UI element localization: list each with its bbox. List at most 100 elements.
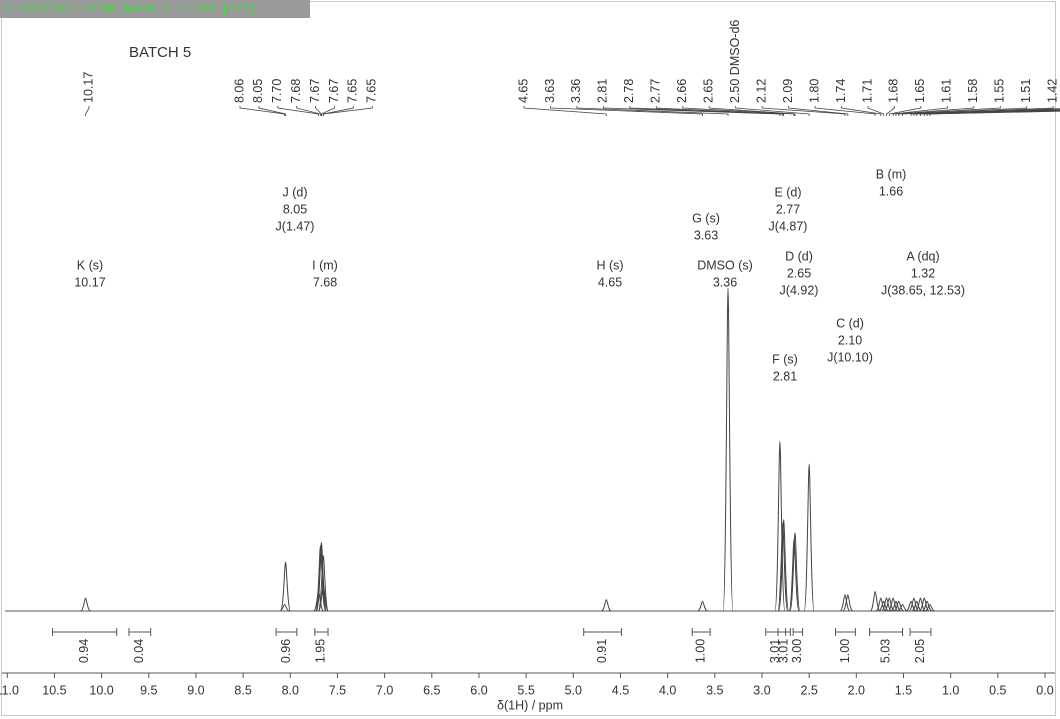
peak-label: 2.50 DMSO-d6 (728, 20, 742, 103)
x-tick-label: 6.0 (470, 683, 487, 697)
multiplet-label: J(1.47) (276, 219, 315, 233)
peak-label: 7.67 (327, 79, 341, 103)
peak-label: 1.58 (966, 79, 980, 103)
integral-label: 0.94 (77, 639, 91, 663)
x-tick-label: 1.5 (895, 683, 912, 697)
peak-connector (761, 106, 846, 116)
peak (279, 603, 290, 612)
x-tick-label: 7.0 (376, 683, 393, 697)
file-label: c:\047700\D-47700 Batch 5 1H.JPG [7/7] (4, 4, 255, 16)
peak (788, 538, 800, 612)
peak-connector (629, 106, 784, 116)
peak-connector (888, 106, 922, 116)
peak-connector (913, 108, 1060, 116)
peak (80, 597, 91, 612)
peak-connector (898, 106, 1001, 116)
peak (774, 440, 786, 612)
peak (919, 597, 930, 612)
peak (924, 603, 936, 612)
peak (803, 463, 815, 612)
peak-connector (929, 110, 1060, 116)
peak (911, 600, 922, 612)
x-tick-label: 9.0 (187, 683, 204, 697)
peak-connector (902, 106, 1028, 116)
x-tick-label: 6.5 (423, 683, 440, 697)
peak (915, 597, 926, 612)
integral-bracket (583, 628, 622, 636)
peak-connector (886, 106, 895, 116)
peak-connector (258, 106, 286, 116)
peak-label: 3.63 (543, 79, 557, 103)
x-tick-label: 0.0 (1036, 683, 1053, 697)
peak (601, 599, 612, 612)
peak-connector (277, 106, 319, 116)
x-tick-label: 10.0 (89, 683, 113, 697)
integral-bracket (314, 628, 329, 636)
peak-connector (916, 109, 1060, 116)
integral-label: 0.96 (279, 639, 293, 663)
peak-label: 3.36 (569, 79, 583, 103)
peak-label: 2.77 (649, 79, 663, 103)
peak (897, 603, 908, 612)
multiplet-label: H (s) (596, 258, 623, 272)
multiplet-label: 10.17 (74, 275, 105, 289)
integral-bracket (835, 628, 856, 636)
x-tick-label: 3.5 (706, 683, 723, 697)
peak-connector (682, 106, 795, 116)
integral-label: 1.00 (838, 639, 852, 663)
x-tick-label: 11.0 (0, 683, 19, 697)
multiplet-label: J(38.65, 12.53) (881, 283, 965, 297)
integral-bracket (52, 628, 118, 636)
peak-connector (85, 106, 90, 116)
peak (842, 594, 854, 612)
peak (921, 600, 933, 612)
x-tick-label: 3.0 (753, 683, 770, 697)
peak-label: 1.65 (913, 79, 927, 103)
peak (778, 519, 790, 612)
peak-label: 1.74 (834, 79, 848, 103)
x-tick-label: 5.5 (517, 683, 534, 697)
peak (314, 545, 326, 612)
peak-connector (910, 106, 1054, 116)
peak-connector (602, 106, 781, 116)
peak-connector (895, 106, 975, 116)
peak-connector (708, 106, 796, 116)
multiplet-label: A (dq) (906, 249, 939, 263)
peak (722, 287, 734, 612)
peak-label: 2.09 (781, 79, 795, 103)
x-tick-label: 2.0 (848, 683, 865, 697)
peak-label: 2.66 (675, 79, 689, 103)
multiplet-label: G (s) (692, 211, 720, 225)
integral-label: 3.01 (768, 639, 782, 663)
multiplet-label: J (d) (283, 185, 308, 199)
integral-bracket (792, 628, 804, 636)
peak (839, 594, 851, 612)
peak-label: 2.78 (622, 79, 636, 103)
x-tick-label: 9.5 (140, 683, 157, 697)
x-tick-label: 2.5 (800, 683, 817, 697)
peak-connector (867, 106, 885, 116)
x-tick-label: 7.5 (329, 683, 346, 697)
multiplet-label: I (m) (312, 258, 338, 272)
x-axis-label: δ(1H) / ppm (497, 698, 563, 712)
multiplet-label: 8.05 (283, 202, 307, 216)
peak-label: 8.06 (232, 79, 246, 103)
multiplet-label: B (m) (876, 167, 907, 181)
multiplet-label: 7.68 (313, 275, 337, 289)
x-tick-label: 0.5 (989, 683, 1006, 697)
peak (869, 590, 881, 612)
peak-label: 7.65 (365, 79, 379, 103)
peak-connector (296, 106, 321, 116)
multiplet-label: 1.32 (911, 266, 935, 280)
multiplet-label: J(4.87) (769, 219, 808, 233)
integral-label: 5.03 (878, 639, 892, 663)
multiplet-label: 1.66 (879, 184, 903, 198)
multiplet-label: 3.63 (694, 228, 718, 242)
x-tick-label: 1.0 (942, 683, 959, 697)
multiplet-label: 2.81 (773, 369, 797, 383)
peak-label: 7.68 (289, 79, 303, 103)
peak (317, 584, 329, 612)
multiplet-label: F (s) (772, 352, 798, 366)
